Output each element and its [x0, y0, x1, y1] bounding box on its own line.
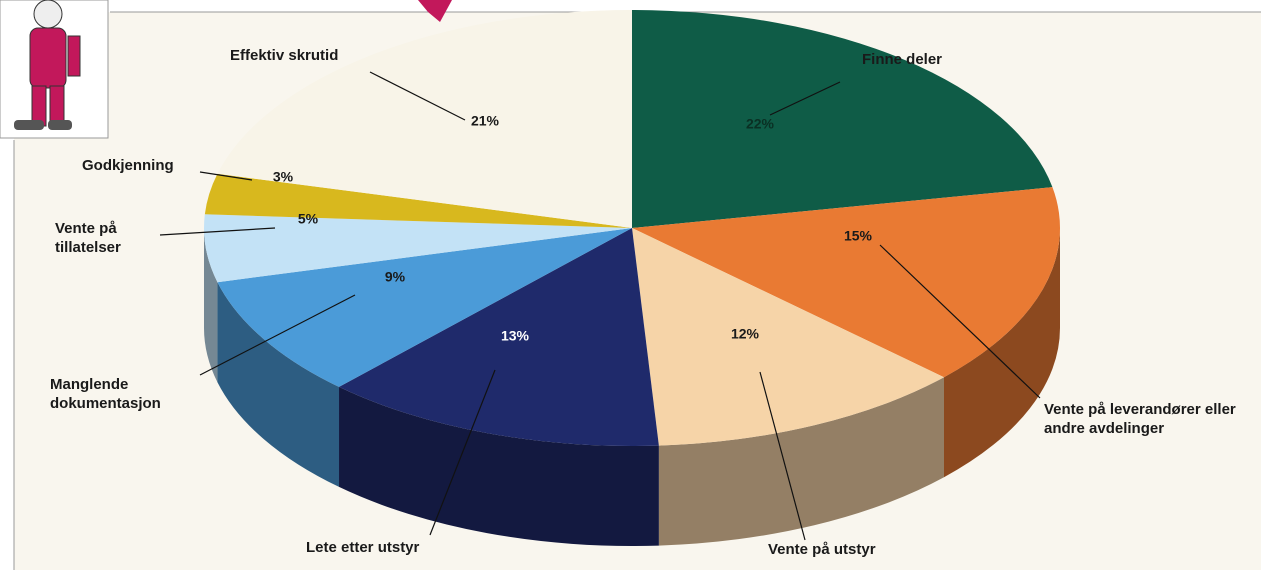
category-label: Manglende dokumentasjon [50, 375, 230, 413]
category-label: Lete etter utstyr [306, 538, 419, 557]
value-label: 22% [746, 116, 775, 132]
category-label: Effektiv skrutid [230, 46, 338, 65]
value-label: 9% [385, 269, 406, 285]
category-label: Vente på tillatelser [55, 219, 165, 257]
value-label: 13% [501, 328, 530, 344]
value-label: 21% [471, 113, 500, 129]
category-label: Finne deler [862, 50, 942, 69]
chart-canvas: 22% 15% 12% 13% 9% 5% 3% 21% [0, 0, 1261, 570]
category-label: Vente på utstyr [768, 540, 876, 559]
value-label: 3% [273, 169, 294, 185]
value-label: 5% [298, 211, 319, 227]
category-label: Vente på leverandører eller andre avdeli… [1044, 400, 1244, 438]
mascot [0, 0, 108, 138]
chart: 22% 15% 12% 13% 9% 5% 3% 21% Finne deler Vente p… [0, 0, 1261, 570]
value-label: 15% [844, 228, 873, 244]
value-label: 12% [731, 326, 760, 342]
category-label: Godkjenning [82, 156, 174, 175]
